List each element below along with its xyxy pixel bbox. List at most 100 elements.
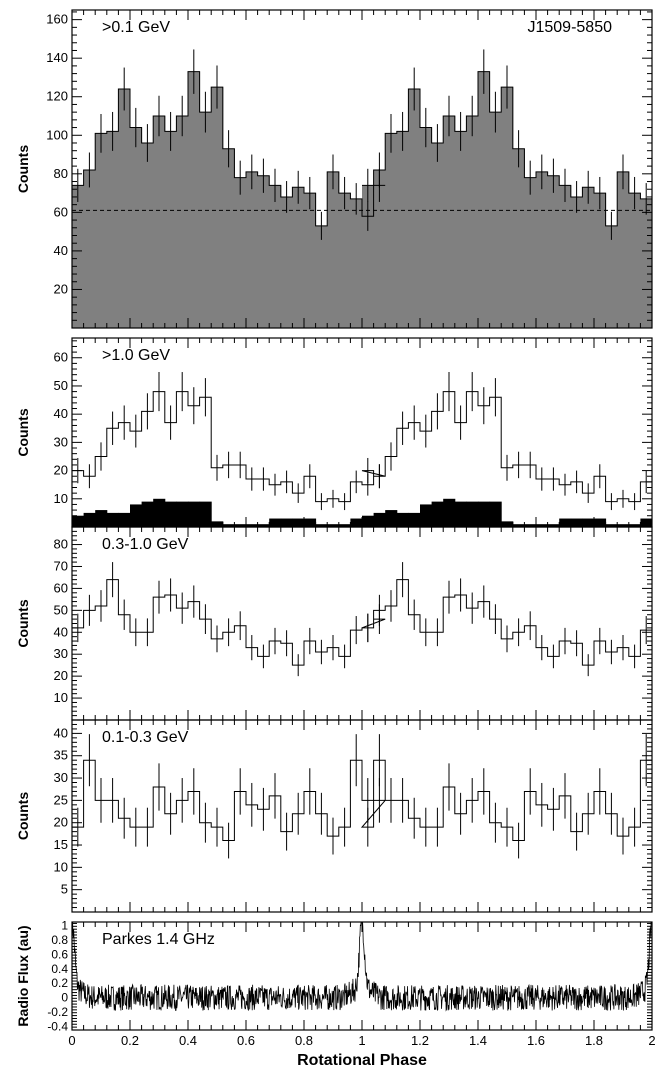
step-outline xyxy=(72,759,652,842)
bar xyxy=(304,193,317,328)
y-tick-label: 0 xyxy=(61,991,68,1005)
x-tick-label: 1.8 xyxy=(585,1033,603,1048)
bar xyxy=(141,501,154,527)
bar xyxy=(338,193,351,328)
bar xyxy=(72,515,85,527)
y-tick-label: 20 xyxy=(54,815,68,830)
x-tick-label: 0 xyxy=(68,1033,75,1048)
pulsar-name-label: J1509-5850 xyxy=(527,19,612,36)
bar xyxy=(396,512,409,527)
y-tick-label: 30 xyxy=(54,770,68,785)
bar xyxy=(153,498,166,527)
x-tick-label: 2 xyxy=(648,1033,655,1048)
bar xyxy=(257,524,270,527)
panel-1: 20 40 60 80 100 120 140 160 Counts >0.1 GeV J1509-… xyxy=(15,9,668,329)
bar xyxy=(594,193,607,328)
step-outline xyxy=(72,71,652,227)
bar xyxy=(664,185,668,328)
bar xyxy=(338,524,351,527)
bar xyxy=(362,216,375,328)
bar xyxy=(211,87,224,328)
bar xyxy=(478,501,491,527)
y-tick-label: 15 xyxy=(54,837,68,852)
bar xyxy=(362,518,375,527)
bar xyxy=(211,521,224,527)
bar xyxy=(512,524,525,527)
panel-energy-label: Parkes 1.4 GHz xyxy=(102,931,215,948)
bar xyxy=(582,518,595,527)
bar xyxy=(83,512,96,527)
y-tick-label: 100 xyxy=(46,127,68,142)
bar xyxy=(118,89,131,328)
series-1 xyxy=(72,734,652,859)
bar xyxy=(617,171,630,328)
bar xyxy=(628,193,641,328)
bar xyxy=(222,148,235,328)
bar xyxy=(617,524,630,527)
bar xyxy=(350,198,363,328)
bar xyxy=(83,169,96,328)
bar xyxy=(664,519,668,527)
bar xyxy=(559,518,572,527)
panel-plot-area xyxy=(72,372,668,527)
bar xyxy=(164,501,177,527)
x-tick-label: 0.4 xyxy=(179,1033,197,1048)
panel-frame xyxy=(71,526,653,721)
bar xyxy=(524,524,537,527)
bar xyxy=(385,510,398,527)
bar xyxy=(408,89,421,328)
bar xyxy=(292,187,305,328)
y-tick-label: 40 xyxy=(54,406,68,421)
bar xyxy=(222,524,235,527)
y-tick-label: 80 xyxy=(54,537,68,552)
bar xyxy=(95,510,108,527)
y-tick-label: 70 xyxy=(54,558,68,573)
bar xyxy=(454,131,467,328)
bar xyxy=(315,225,328,328)
x-tick-label: 0.8 xyxy=(295,1033,313,1048)
bar xyxy=(106,131,119,328)
x-tick-label: 1.2 xyxy=(411,1033,429,1048)
bar xyxy=(628,524,641,527)
y-axis-title: Counts xyxy=(15,792,31,840)
bar xyxy=(188,71,201,328)
bar xyxy=(269,185,282,328)
y-tick-label: 50 xyxy=(54,378,68,393)
bar xyxy=(280,518,293,527)
bar xyxy=(257,175,270,328)
y-tick-label: 160 xyxy=(46,12,68,27)
bar xyxy=(315,524,328,527)
bar xyxy=(594,518,607,527)
panel-plot-area xyxy=(72,49,668,328)
y-tick-label: 20 xyxy=(54,281,68,296)
y-tick-label: 20 xyxy=(54,463,68,478)
bar xyxy=(536,524,549,527)
bar xyxy=(141,142,154,328)
x-tick-label: 0.2 xyxy=(121,1033,139,1048)
y-tick-label: 40 xyxy=(54,725,68,740)
bar xyxy=(130,127,143,328)
y-tick-label: 25 xyxy=(54,792,68,807)
y-tick-label: 0.2 xyxy=(51,976,68,990)
bar xyxy=(118,512,131,527)
x-axis-title: Rotational Phase xyxy=(297,1052,427,1069)
bar xyxy=(304,518,317,527)
bar xyxy=(431,501,444,527)
panel-2: 10 20 30 40 50 60 Counts >1.0 GeV xyxy=(15,337,668,528)
y-tick-label: 0.6 xyxy=(51,947,68,961)
bar xyxy=(373,185,386,328)
bar xyxy=(385,133,398,328)
y-tick-label: 10 xyxy=(54,690,68,705)
y-tick-label: 1 xyxy=(61,919,68,933)
y-tick-label: 50 xyxy=(54,602,68,617)
y-tick-label: -0.2 xyxy=(47,1005,68,1019)
bar xyxy=(640,198,652,328)
bar xyxy=(408,512,421,527)
bar xyxy=(199,501,212,527)
bar xyxy=(176,501,189,527)
y-tick-label: 30 xyxy=(54,646,68,661)
bar xyxy=(605,524,618,527)
bar xyxy=(199,112,212,328)
panel-energy-label: >0.1 GeV xyxy=(102,19,170,36)
bar xyxy=(512,148,525,328)
